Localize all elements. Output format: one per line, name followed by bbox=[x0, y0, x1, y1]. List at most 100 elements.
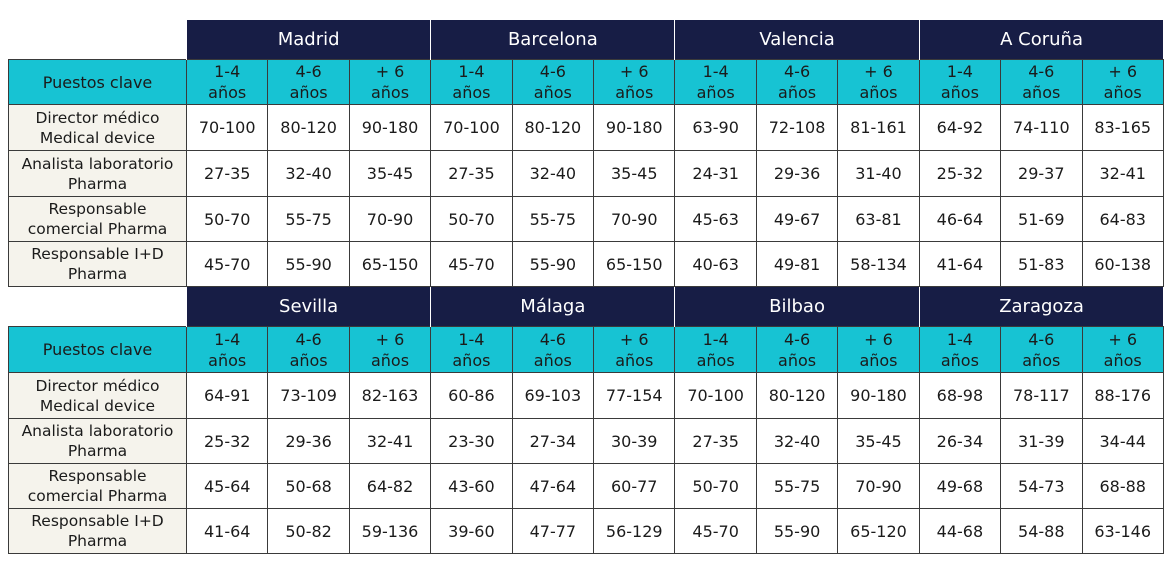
city-row: Sevilla Málaga Bilbao Zaragoza bbox=[8, 287, 1164, 327]
salary-range: 60-86 bbox=[430, 372, 513, 419]
salary-range: 69-103 bbox=[511, 372, 595, 419]
salary-table: Madrid Barcelona Valencia A Coruña Puestos c… bbox=[8, 20, 1164, 287]
salary-range: 70-90 bbox=[837, 463, 920, 509]
salary-range: 44-68 bbox=[918, 508, 1002, 554]
salary-range: 27-34 bbox=[511, 418, 595, 464]
salary-range: 49-68 bbox=[918, 463, 1002, 509]
salary-range: 80-120 bbox=[267, 104, 350, 151]
salary-table: Sevilla Málaga Bilbao Zaragoza Puestos clave… bbox=[8, 287, 1164, 554]
city-header: Barcelona bbox=[430, 20, 675, 60]
city-header: Sevilla bbox=[185, 287, 431, 327]
salary-range: 63-90 bbox=[674, 104, 757, 151]
experience-header: 4-6 años bbox=[511, 326, 595, 373]
salary-range: 65-120 bbox=[837, 508, 920, 554]
salary-range: 35-45 bbox=[593, 150, 676, 197]
salary-range: 59-136 bbox=[348, 508, 432, 554]
salary-range: 29-37 bbox=[1000, 150, 1083, 197]
salary-range: 27-35 bbox=[185, 150, 269, 197]
salary-range: 60-138 bbox=[1081, 241, 1164, 287]
experience-header: + 6 años bbox=[1081, 326, 1164, 373]
data-row: Analista laboratorio Pharma 25-32 29-36 32-… bbox=[8, 418, 1164, 464]
salary-range: 65-150 bbox=[593, 241, 676, 287]
salary-range: 32-40 bbox=[511, 150, 595, 197]
salary-range: 70-100 bbox=[430, 104, 513, 151]
salary-range: 74-110 bbox=[1000, 104, 1083, 151]
salary-range: 32-40 bbox=[267, 150, 350, 197]
experience-header: 1-4 años bbox=[918, 59, 1002, 105]
experience-header: 4-6 años bbox=[511, 59, 595, 105]
experience-header: + 6 años bbox=[593, 326, 676, 373]
salary-range: 35-45 bbox=[837, 418, 920, 464]
data-row: Responsable I+D Pharma 41-64 50-82 59-136 39… bbox=[8, 508, 1164, 554]
header-label: Puestos clave bbox=[8, 59, 187, 105]
salary-range: 54-73 bbox=[1000, 463, 1083, 509]
data-row: Director médico Medical device 70-100 80-1… bbox=[8, 104, 1164, 151]
salary-range: 90-180 bbox=[593, 104, 676, 151]
role-label: Director médico Medical device bbox=[8, 104, 187, 151]
data-row: Analista laboratorio Pharma 27-35 32-40 35-… bbox=[8, 150, 1164, 197]
salary-range: 88-176 bbox=[1081, 372, 1164, 419]
salary-range: 65-150 bbox=[348, 241, 432, 287]
salary-range: 83-165 bbox=[1081, 104, 1164, 151]
salary-range: 64-83 bbox=[1081, 196, 1164, 242]
city-header: Madrid bbox=[185, 20, 431, 60]
salary-range: 31-40 bbox=[837, 150, 920, 197]
data-row: Responsable comercial Pharma 45-64 50-68 64… bbox=[8, 463, 1164, 509]
salary-range: 56-129 bbox=[593, 508, 676, 554]
salary-range: 45-70 bbox=[185, 241, 269, 287]
experience-header: 4-6 años bbox=[267, 326, 350, 373]
salary-range: 25-32 bbox=[185, 418, 269, 464]
salary-range: 41-64 bbox=[185, 508, 269, 554]
salary-range: 80-120 bbox=[511, 104, 595, 151]
blank-cell bbox=[8, 20, 187, 60]
header-label: Puestos clave bbox=[8, 326, 187, 373]
salary-range: 70-100 bbox=[674, 372, 757, 419]
salary-range: 78-117 bbox=[1000, 372, 1083, 419]
role-label: Responsable I+D Pharma bbox=[8, 508, 187, 554]
experience-row: Puestos clave 1-4 años 4-6 años + 6 años 1-4… bbox=[8, 59, 1164, 105]
salary-range: 47-64 bbox=[511, 463, 595, 509]
experience-header: 4-6 años bbox=[1000, 326, 1083, 373]
salary-range: 26-34 bbox=[918, 418, 1002, 464]
salary-range: 55-90 bbox=[267, 241, 350, 287]
salary-range: 25-32 bbox=[918, 150, 1002, 197]
salary-range: 80-120 bbox=[755, 372, 839, 419]
salary-range: 34-44 bbox=[1081, 418, 1164, 464]
salary-range: 55-75 bbox=[511, 196, 595, 242]
salary-range: 55-90 bbox=[511, 241, 595, 287]
experience-header: 4-6 años bbox=[1000, 59, 1083, 105]
salary-range: 55-75 bbox=[755, 463, 839, 509]
salary-range: 35-45 bbox=[348, 150, 432, 197]
city-header: Bilbao bbox=[674, 287, 920, 327]
salary-range: 32-40 bbox=[755, 418, 839, 464]
salary-range: 24-31 bbox=[674, 150, 757, 197]
tables: Madrid Barcelona Valencia A Coruña Puestos c… bbox=[8, 20, 1164, 554]
salary-range: 70-90 bbox=[348, 196, 432, 242]
salary-range: 82-163 bbox=[348, 372, 432, 419]
salary-range: 64-82 bbox=[348, 463, 432, 509]
salary-range: 58-134 bbox=[837, 241, 920, 287]
role-label: Responsable I+D Pharma bbox=[8, 241, 187, 287]
experience-header: 1-4 años bbox=[185, 59, 269, 105]
experience-header: 4-6 años bbox=[267, 59, 350, 105]
experience-row: Puestos clave 1-4 años 4-6 años + 6 años 1-4… bbox=[8, 326, 1164, 373]
salary-range: 50-82 bbox=[267, 508, 350, 554]
salary-range: 70-100 bbox=[185, 104, 269, 151]
experience-header: 1-4 años bbox=[430, 59, 513, 105]
salary-range: 39-60 bbox=[430, 508, 513, 554]
salary-range: 68-88 bbox=[1081, 463, 1164, 509]
experience-header: 1-4 años bbox=[674, 326, 757, 373]
role-label: Director médico Medical device bbox=[8, 372, 187, 419]
salary-range: 68-98 bbox=[918, 372, 1002, 419]
experience-header: 4-6 años bbox=[755, 59, 839, 105]
experience-header: 1-4 años bbox=[430, 326, 513, 373]
salary-range: 51-83 bbox=[1000, 241, 1083, 287]
city-header: A Coruña bbox=[918, 20, 1164, 60]
experience-header: + 6 años bbox=[593, 59, 676, 105]
salary-range: 23-30 bbox=[430, 418, 513, 464]
salary-range: 43-60 bbox=[430, 463, 513, 509]
salary-range: 73-109 bbox=[267, 372, 350, 419]
salary-range: 90-180 bbox=[837, 372, 920, 419]
experience-header: + 6 años bbox=[837, 326, 920, 373]
salary-range: 55-90 bbox=[755, 508, 839, 554]
